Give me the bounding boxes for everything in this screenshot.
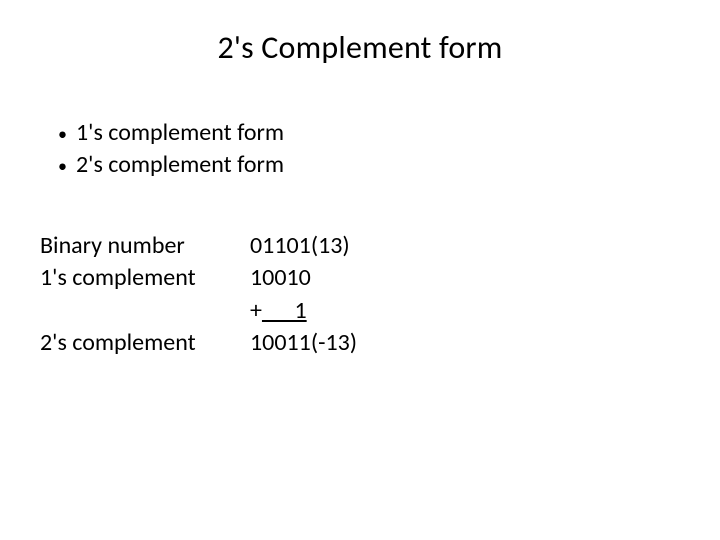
- values-column: 01101(13) 10010 + 1 10011(-13): [250, 230, 357, 360]
- bullet-text: 1's complement form: [76, 117, 284, 149]
- bullet-icon: •: [58, 122, 76, 146]
- label-twos-complement: 2's complement: [40, 327, 250, 359]
- label-empty: [40, 295, 250, 327]
- bullet-item: • 2's complement form: [58, 149, 680, 181]
- bullet-item: • 1's complement form: [58, 117, 680, 149]
- plus-sign: +: [250, 296, 262, 325]
- value-plus-one: + 1: [250, 295, 357, 327]
- complement-table: Binary number 1's complement 2's complem…: [40, 230, 680, 360]
- slide-title: 2's Complement form: [40, 28, 680, 67]
- labels-column: Binary number 1's complement 2's complem…: [40, 230, 250, 360]
- label-ones-complement: 1's complement: [40, 262, 250, 294]
- value-binary-number: 01101(13): [250, 230, 357, 262]
- value-ones-complement: 10010: [250, 262, 357, 294]
- label-binary-number: Binary number: [40, 230, 250, 262]
- bullet-list: • 1's complement form • 2's complement f…: [58, 117, 680, 182]
- slide: 2's Complement form • 1's complement for…: [0, 0, 720, 540]
- value-twos-complement: 10011(-13): [250, 327, 357, 359]
- bullet-icon: •: [58, 154, 76, 178]
- addend-one: 1: [262, 296, 307, 325]
- bullet-text: 2's complement form: [76, 149, 284, 181]
